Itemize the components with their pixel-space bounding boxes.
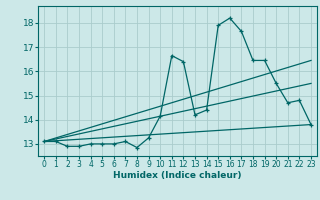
X-axis label: Humidex (Indice chaleur): Humidex (Indice chaleur) <box>113 171 242 180</box>
